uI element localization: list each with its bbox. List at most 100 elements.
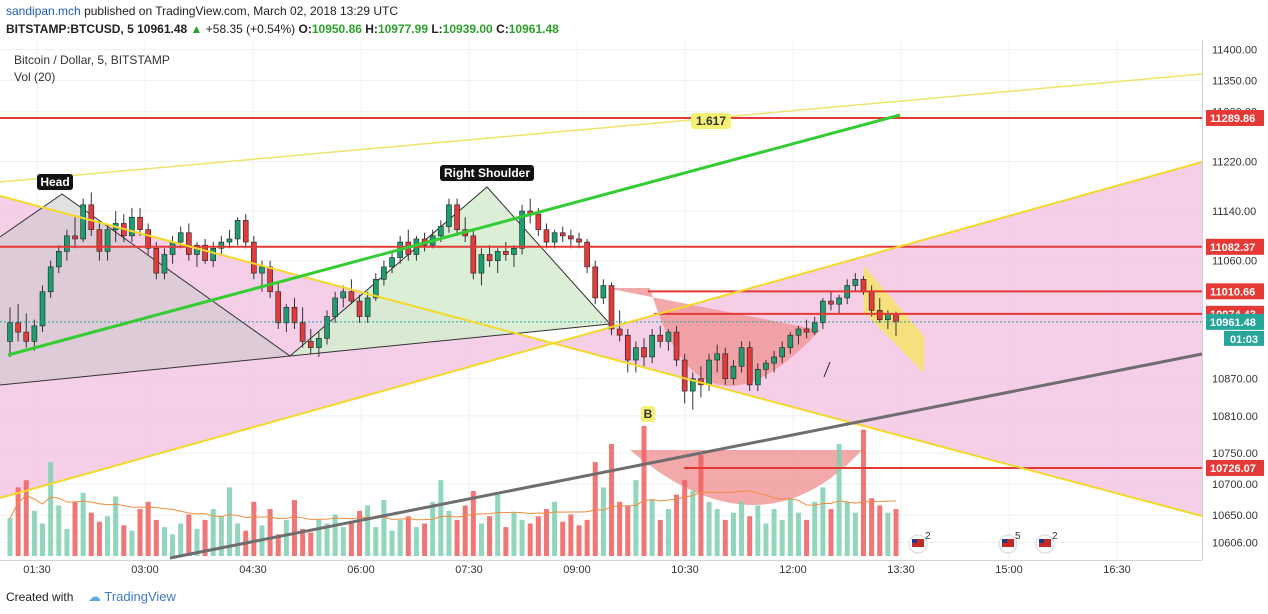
volume-bar <box>178 523 184 556</box>
volume-bar <box>552 501 558 556</box>
footer: Created with ☁ TradingView <box>0 580 1268 614</box>
volume-bar <box>96 521 102 556</box>
volume-bar <box>316 519 322 556</box>
volume-bar <box>56 505 62 556</box>
candle-body <box>372 279 379 299</box>
point-b-label-bg <box>641 406 655 422</box>
candle-body <box>665 331 672 342</box>
price-tick-label: 11350.00 <box>1212 76 1257 88</box>
candle-body <box>649 334 655 358</box>
candle-body <box>576 238 582 243</box>
candle-body <box>234 220 241 240</box>
price-tag-bg <box>1206 238 1264 255</box>
volume-bar <box>113 496 119 556</box>
candle-body <box>763 362 769 370</box>
cloud-icon: ☁ <box>88 589 101 604</box>
created-with-label: Created with <box>6 590 74 604</box>
price-tag-bg <box>1206 110 1264 126</box>
last-price: 10961.48 <box>137 22 188 36</box>
us-flag-icon <box>1039 539 1051 547</box>
volume-bar <box>503 527 509 556</box>
price-axis[interactable]: 11400.0011350.0011300.0011220.0011140.00… <box>1202 40 1258 560</box>
candle-body <box>454 204 460 230</box>
volume-bar <box>373 527 379 556</box>
cup-volume-shading <box>630 450 862 505</box>
volume-bar <box>722 519 728 556</box>
candlestick-series <box>7 192 899 410</box>
candle-body <box>39 291 46 327</box>
volume-bar <box>609 444 615 556</box>
event-count: 5 <box>1015 531 1021 542</box>
volume-bar <box>251 501 257 556</box>
change-value: +58.35 (+0.54%) <box>205 22 296 36</box>
author-link[interactable]: sandipan.mch <box>6 4 81 18</box>
volume-bar <box>795 512 801 556</box>
up-arrow-icon: ▲ <box>190 22 203 36</box>
volume-bar <box>487 516 493 556</box>
volume-bar <box>397 519 403 556</box>
volume-bar <box>495 494 501 556</box>
low-value: 10939.00 <box>442 22 493 36</box>
countdown-tag: 01:03 <box>1224 330 1264 346</box>
volume-bar <box>527 523 533 556</box>
candle-body <box>31 325 38 342</box>
price-chart[interactable]: Head Right Shoulder 1.617 B 2 5 2 Bitcoin / Do… <box>0 40 1268 580</box>
symbol-label: BITSTAMP:BTCUSD, 5 <box>6 22 134 36</box>
volume-bar <box>454 519 460 556</box>
candle-body <box>519 210 525 249</box>
volume-bar <box>804 519 810 556</box>
candle-body <box>511 247 517 255</box>
candle-body <box>738 347 745 367</box>
candle-body <box>673 331 680 361</box>
price-tick-label: 10810.00 <box>1212 411 1258 423</box>
candle-body <box>348 291 355 302</box>
candle-body <box>169 241 176 255</box>
volume-bar <box>885 512 891 556</box>
candle-body <box>47 266 54 293</box>
time-tick-label: 03:00 <box>131 564 159 576</box>
volume-bar <box>218 516 224 556</box>
volume-bar <box>633 480 639 556</box>
time-axis[interactable]: 01:30 03:00 04:30 06:00 07:30 09:00 10:30 12:00… <box>0 560 1202 577</box>
volume-bar <box>779 519 785 556</box>
event-flag-icon: 2 <box>1035 531 1058 554</box>
candle-body <box>543 229 550 243</box>
volume-bar <box>40 523 46 556</box>
volume-bar <box>48 462 54 556</box>
candle-body <box>551 232 558 243</box>
candle-body <box>64 235 70 252</box>
volume-bar <box>105 516 111 556</box>
tradingview-logo[interactable]: ☁ TradingView <box>88 589 176 605</box>
volume-bar <box>665 509 671 556</box>
volume-bar <box>592 462 598 556</box>
volume-bar <box>291 500 297 556</box>
cup-shading <box>606 288 820 386</box>
volume-bar <box>470 491 476 556</box>
event-count: 2 <box>925 531 931 542</box>
head-label: Head <box>37 174 73 190</box>
candle-body <box>868 291 875 311</box>
candle-body <box>616 328 623 336</box>
candle-body <box>72 235 78 240</box>
volume-bar <box>446 510 452 556</box>
volume-bar <box>202 519 208 556</box>
series-title: Bitcoin / Dollar, 5, BITSTAMP <box>14 53 170 67</box>
us-flag-icon <box>1002 539 1014 547</box>
candle-body <box>316 337 322 348</box>
candle-body <box>820 300 826 324</box>
fib-label: 1.617 <box>691 113 731 129</box>
right-shoulder-label: Right Shoulder <box>440 165 534 181</box>
time-tick-label: 01:30 <box>23 564 51 576</box>
candle-body <box>771 356 777 364</box>
candle-body <box>226 238 233 243</box>
candle-body <box>446 204 452 227</box>
volume-bar <box>121 525 127 556</box>
event-flag-icon: 5 <box>998 531 1021 554</box>
time-tick-label: 13:30 <box>887 564 915 576</box>
candle-body <box>96 229 103 252</box>
volume-bar <box>584 519 590 556</box>
candle-body <box>137 216 143 230</box>
candle-body <box>608 285 615 330</box>
volume-bar <box>210 509 216 556</box>
candle-body <box>210 247 217 261</box>
